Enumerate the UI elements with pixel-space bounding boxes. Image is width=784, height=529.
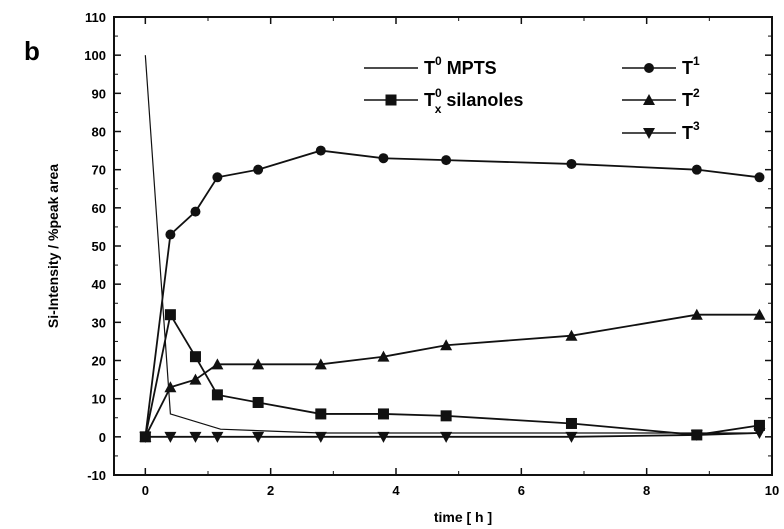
legend-label: T0 x silanoles xyxy=(424,86,523,116)
y-tick-label: 60 xyxy=(92,201,106,216)
data-point xyxy=(691,164,702,175)
data-point xyxy=(189,351,201,363)
x-axis-label: time [ h ] xyxy=(434,509,492,525)
data-point xyxy=(164,431,177,443)
data-point xyxy=(211,358,224,370)
data-point xyxy=(378,153,389,164)
data-point xyxy=(211,431,224,443)
legend-label: T0 MPTS xyxy=(424,54,497,78)
y-tick-label: 70 xyxy=(92,163,106,178)
data-point xyxy=(190,206,201,217)
data-point xyxy=(441,155,452,166)
data-point xyxy=(189,431,202,443)
y-tick-label: 80 xyxy=(92,125,106,140)
data-point xyxy=(252,358,265,370)
series-3 xyxy=(139,308,766,442)
data-point xyxy=(753,419,765,431)
data-point xyxy=(440,431,453,443)
series-4 xyxy=(139,428,766,443)
legend-entry: T0 MPTS xyxy=(364,54,497,78)
y-axis-label: Si-Intensity / %peak area xyxy=(45,164,61,328)
legend-label: T2 xyxy=(682,86,700,110)
series-1 xyxy=(139,309,765,443)
data-point xyxy=(690,429,703,441)
data-point xyxy=(189,373,202,385)
x-tick-label: 4 xyxy=(392,483,400,498)
x-tick-label: 8 xyxy=(643,483,650,498)
data-point xyxy=(565,431,578,443)
x-tick-label: 10 xyxy=(765,483,779,498)
y-tick-label: 40 xyxy=(92,277,106,292)
legend-marker xyxy=(643,128,655,139)
series-line xyxy=(144,313,760,438)
legend-label: T1 xyxy=(682,54,700,78)
data-point xyxy=(139,431,152,443)
y-tick-label: 30 xyxy=(92,315,106,330)
panel-label: b xyxy=(24,36,40,66)
data-point xyxy=(165,229,176,240)
y-tick-label: 100 xyxy=(84,48,106,63)
y-tick-label: 10 xyxy=(92,392,106,407)
data-point xyxy=(252,396,264,408)
y-tick-label: 0 xyxy=(99,430,106,445)
legend-marker xyxy=(385,94,397,106)
data-point xyxy=(565,329,578,341)
y-tick-label: 20 xyxy=(92,354,106,369)
legend-entry: T3 xyxy=(622,119,700,143)
data-point xyxy=(211,389,223,401)
data-point xyxy=(440,410,452,422)
y-tick-label: 110 xyxy=(85,10,106,25)
data-point xyxy=(314,431,327,443)
data-point xyxy=(566,158,577,169)
y-tick-label: 90 xyxy=(92,86,106,101)
data-point xyxy=(315,145,326,156)
y-tick-label: 50 xyxy=(92,239,106,254)
data-point xyxy=(377,408,389,420)
data-point xyxy=(252,431,265,443)
data-point xyxy=(212,172,223,183)
legend-entry: T1 xyxy=(622,54,700,78)
data-point xyxy=(753,428,766,440)
data-point xyxy=(753,308,766,320)
x-tick-label: 6 xyxy=(518,483,525,498)
data-point xyxy=(253,164,264,175)
series-line xyxy=(144,149,760,437)
data-point xyxy=(164,309,176,321)
data-point xyxy=(754,172,765,183)
data-point xyxy=(314,358,327,370)
legend-label: T3 xyxy=(682,119,700,143)
x-tick-label: 2 xyxy=(267,483,274,498)
data-point xyxy=(164,381,177,393)
plot-frame xyxy=(113,16,773,476)
y-tick-label: -10 xyxy=(87,468,106,483)
data-point xyxy=(315,408,327,420)
series-0 xyxy=(144,55,760,434)
series-line xyxy=(144,55,760,434)
data-point xyxy=(440,339,453,351)
series-line xyxy=(144,312,760,438)
legend-marker xyxy=(643,94,655,105)
data-point xyxy=(377,350,390,362)
data-point xyxy=(565,417,577,429)
data-point xyxy=(690,308,703,320)
data-point xyxy=(377,431,390,443)
legend-marker xyxy=(644,63,654,73)
legend-entry: T0 x silanoles xyxy=(364,86,523,116)
legend-entry: T2 xyxy=(622,86,700,110)
x-tick-label: 0 xyxy=(142,483,149,498)
